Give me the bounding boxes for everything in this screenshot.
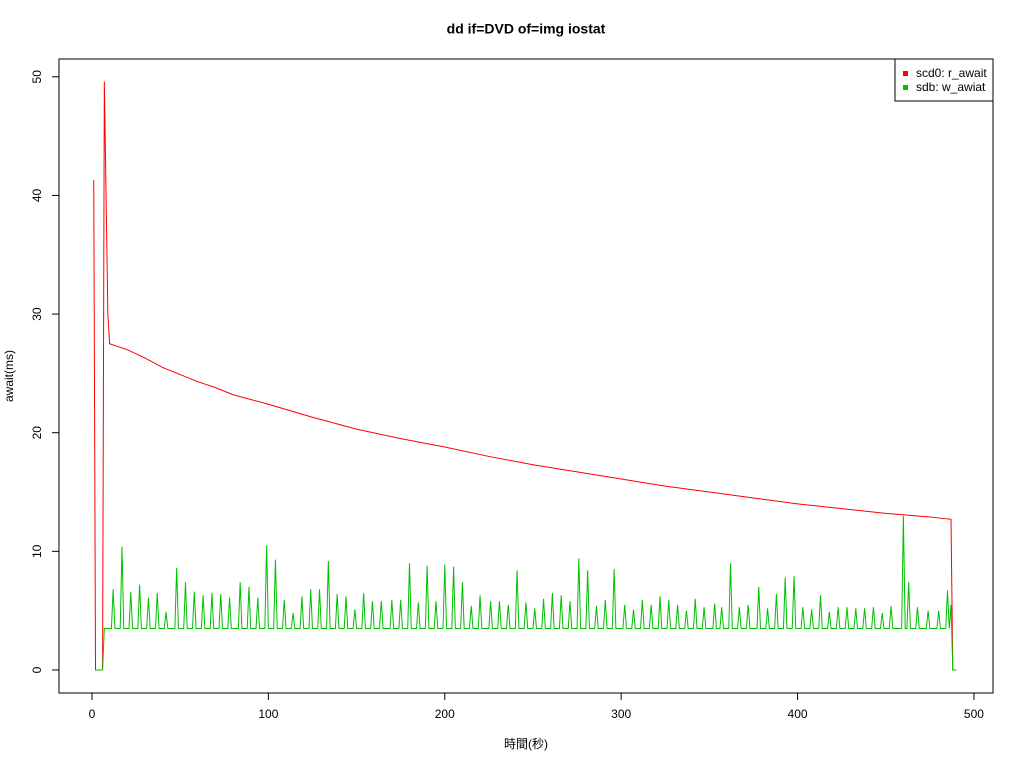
legend-label: scd0: r_await — [916, 66, 987, 80]
series-line — [95, 515, 957, 671]
x-axis-label: 時間(秒) — [504, 737, 548, 751]
y-tick-label: 50 — [30, 70, 44, 84]
chart-title: dd if=DVD of=img iostat — [447, 21, 606, 37]
y-tick-label: 30 — [30, 307, 44, 321]
x-tick-label: 200 — [435, 707, 455, 721]
legend-label: sdb: w_awiat — [916, 80, 986, 94]
y-tick-label: 40 — [30, 188, 44, 202]
legend-swatch — [903, 85, 908, 90]
y-tick-label: 0 — [30, 666, 44, 673]
y-tick-label: 20 — [30, 426, 44, 440]
x-tick-label: 300 — [611, 707, 631, 721]
plot-frame — [58, 58, 994, 694]
x-tick-label: 100 — [258, 707, 278, 721]
legend-box — [894, 58, 994, 102]
x-tick-label: 400 — [788, 707, 808, 721]
series-line — [93, 81, 957, 671]
y-axis-label: await(ms) — [2, 350, 16, 402]
y-tick-label: 10 — [30, 544, 44, 558]
x-tick-label: 500 — [964, 707, 984, 721]
legend-swatch — [903, 71, 908, 76]
x-tick-label: 0 — [89, 707, 96, 721]
